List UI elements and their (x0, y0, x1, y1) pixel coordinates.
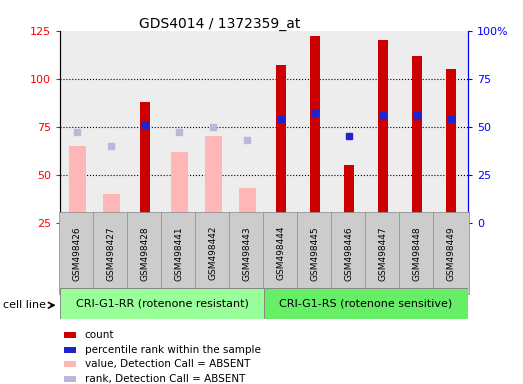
Bar (238, 188, 256, 223)
Bar (264, 31, 298, 223)
Bar (94, 31, 128, 223)
Text: cell line: cell line (3, 300, 46, 310)
Text: GSM498426: GSM498426 (73, 226, 82, 281)
Text: value, Detection Call = ABSENT: value, Detection Call = ABSENT (85, 359, 250, 369)
Bar (162, 31, 196, 223)
Bar (366, 31, 400, 223)
Text: GDS4014 / 1372359_at: GDS4014 / 1372359_at (139, 17, 300, 31)
Text: GSM498446: GSM498446 (345, 226, 354, 281)
Text: GSM498449: GSM498449 (447, 226, 456, 281)
Bar (412, 56, 422, 223)
Bar (196, 31, 230, 223)
Bar (230, 31, 264, 223)
Text: count: count (85, 330, 114, 340)
Bar (64, 332, 76, 338)
Bar (64, 361, 76, 367)
Bar (69, 146, 86, 223)
Text: GSM498447: GSM498447 (379, 226, 388, 281)
Text: GSM498442: GSM498442 (209, 226, 218, 280)
Text: GSM498444: GSM498444 (277, 226, 286, 280)
Text: CRI-G1-RR (rotenone resistant): CRI-G1-RR (rotenone resistant) (76, 298, 248, 308)
Text: rank, Detection Call = ABSENT: rank, Detection Call = ABSENT (85, 374, 245, 384)
Bar (64, 376, 76, 382)
Text: GSM498427: GSM498427 (107, 226, 116, 281)
Bar (170, 152, 188, 223)
Bar (332, 31, 366, 223)
Bar (60, 31, 94, 223)
Bar (60, 288, 264, 319)
Bar (298, 31, 332, 223)
Bar (276, 65, 286, 223)
Text: GSM498443: GSM498443 (243, 226, 252, 281)
Bar (140, 102, 150, 223)
Bar (434, 31, 468, 223)
Text: CRI-G1-RS (rotenone sensitive): CRI-G1-RS (rotenone sensitive) (279, 298, 453, 308)
Text: GSM498448: GSM498448 (413, 226, 422, 281)
Text: percentile rank within the sample: percentile rank within the sample (85, 344, 260, 354)
Bar (378, 40, 388, 223)
Text: GSM498441: GSM498441 (175, 226, 184, 281)
Bar (204, 136, 222, 223)
Bar (310, 36, 320, 223)
Bar (264, 288, 468, 319)
Bar (103, 194, 120, 223)
Bar (446, 69, 456, 223)
Bar (400, 31, 434, 223)
Text: GSM498428: GSM498428 (141, 226, 150, 281)
Bar (344, 165, 354, 223)
Text: GSM498445: GSM498445 (311, 226, 320, 281)
Bar (128, 31, 162, 223)
Bar (64, 346, 76, 353)
